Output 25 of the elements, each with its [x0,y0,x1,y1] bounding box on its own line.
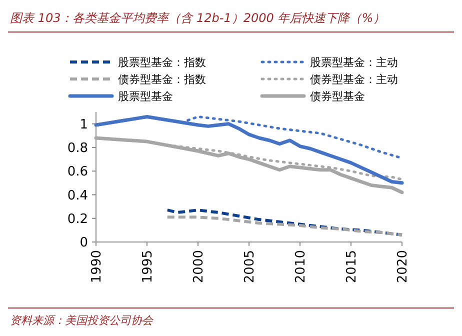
y-tick-label: 0.4 [67,188,88,204]
x-tick-label: 2005 [242,250,258,284]
y-tick-label: 0.2 [67,212,88,227]
legend-label: 股票型基金：指数 [118,56,206,69]
x-tick-label: 2020 [396,250,411,284]
y-tick-label: 0.6 [67,164,88,180]
y-tick-label: 0.8 [67,141,88,156]
legend-label: 股票型基金：主动 [310,56,398,69]
x-tick-label: 1995 [140,250,156,284]
line-series [94,136,404,194]
legend-label: 债券型基金：指数 [118,72,206,86]
y-tick-label: 0 [80,236,88,251]
line-series [94,114,404,185]
legend-label: 债券型基金：主动 [310,72,398,86]
x-tick-label: 1990 [90,250,105,284]
y-tick-label: 1 [80,117,88,132]
legend-label: 债券型基金 [310,90,365,103]
legend-label: 股票型基金 [118,90,173,103]
x-tick-label: 2000 [192,250,207,284]
chart-title: 图表 103：各类基金平均费率（含 12b-1）2000 年后快速下降（%） [10,11,386,25]
line-series [166,216,404,236]
text: 资料来源：美国投资公司协会 [10,314,154,327]
x-tick-label: 2010 [294,250,309,284]
x-tick-label: 2015 [344,250,360,284]
line-series [166,208,404,236]
